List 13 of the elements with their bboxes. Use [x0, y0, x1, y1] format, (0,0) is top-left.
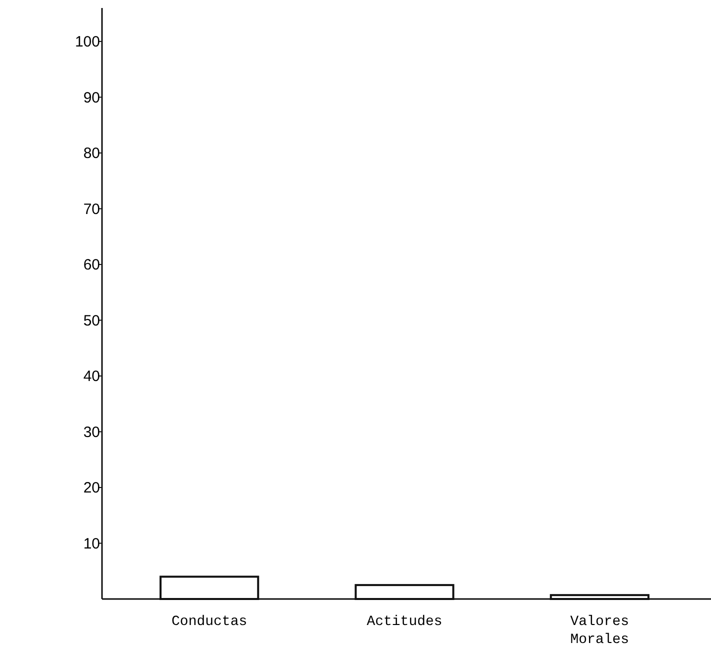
y-tick-label: 100: [74, 34, 100, 51]
y-tick-label: 80: [83, 145, 100, 162]
y-tick-label: 10: [83, 535, 100, 552]
y-tick-label: 70: [83, 200, 100, 218]
y-tick-label: 50: [83, 312, 100, 330]
y-tick-label: 30: [83, 424, 100, 441]
y-tick-label: 20: [83, 480, 100, 497]
x-tick-label: Actitudes: [366, 614, 442, 630]
y-tick-label: 40: [83, 368, 100, 386]
x-tick-label: Conductas: [172, 614, 248, 630]
x-tick-label: Valores Morales: [570, 614, 630, 648]
y-tick-label: 90: [83, 89, 100, 106]
y-tick-label: 60: [83, 256, 100, 274]
